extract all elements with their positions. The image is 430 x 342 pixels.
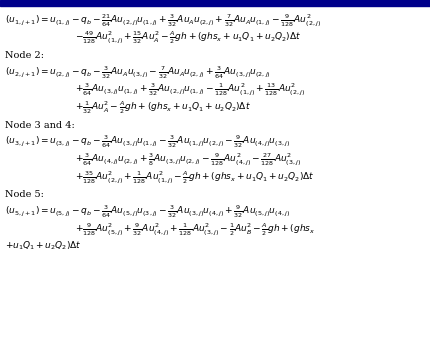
Text: $- \frac{49}{128}Au^2_{(1,j)} + \frac{15}{32}Au^2_A - \frac{A}{2}gh + (ghs_x + u: $- \frac{49}{128}Au^2_{(1,j)} + \frac{15… bbox=[75, 30, 301, 47]
Text: $+ \frac{1}{32}Au^2_A - \frac{A}{2}gh + (ghs_x + u_1Q_1 + u_2Q_2)\Delta t$: $+ \frac{1}{32}Au^2_A - \frac{A}{2}gh + … bbox=[75, 100, 251, 116]
Text: $+ \frac{3}{64}Au_{(4,j)}u_{(2,j)} + \frac{3}{8}Au_{(3,j)}u_{(2,j)} - \frac{9}{1: $+ \frac{3}{64}Au_{(4,j)}u_{(2,j)} + \fr… bbox=[75, 152, 301, 168]
Text: $\left(u_{5,j+1}\right) = u_{(5,j)} - q_b - \frac{3}{64}Au_{(5,j)}u_{(3,j)} - \f: $\left(u_{5,j+1}\right) = u_{(5,j)} - q_… bbox=[5, 203, 290, 220]
Text: $+ \frac{9}{128}Au^2_{(5,j)} + \frac{9}{32}Au^2_{(4,j)} + \frac{1}{128}Au^2_{(3,: $+ \frac{9}{128}Au^2_{(5,j)} + \frac{9}{… bbox=[75, 221, 316, 238]
Text: $\left(u_{2,j+1}\right) = u_{(2,j)} - q_b - \frac{3}{32}Au_Au_{(3,j)} - \frac{7}: $\left(u_{2,j+1}\right) = u_{(2,j)} - q_… bbox=[5, 64, 271, 81]
Text: $\left(u_{3,j+1}\right) = u_{(3,j)} - q_b - \frac{3}{64}Au_{(3,j)}u_{(1,j)} - \f: $\left(u_{3,j+1}\right) = u_{(3,j)} - q_… bbox=[5, 134, 290, 150]
Text: $+ \frac{35}{128}Au^2_{(2,j)} + \frac{1}{128}Au^2_{(1,j)} - \frac{A}{2}gh + (ghs: $+ \frac{35}{128}Au^2_{(2,j)} + \frac{1}… bbox=[75, 169, 315, 186]
Text: Node 3 and 4:: Node 3 and 4: bbox=[5, 121, 75, 130]
Text: $\left(u_{1,j+1}\right) = u_{(1,j)} - q_b - \frac{21}{64}Au_{(2,j)}u_{(1,j)} + \: $\left(u_{1,j+1}\right) = u_{(1,j)} - q_… bbox=[5, 12, 321, 29]
Text: $+ \frac{3}{64}Au_{(3,j)}u_{(1,j)} + \frac{3}{32}Au_{(2,j)}u_{(1,j)} - \frac{1}{: $+ \frac{3}{64}Au_{(3,j)}u_{(1,j)} + \fr… bbox=[75, 82, 306, 98]
Bar bbox=[0, 0, 430, 6]
Text: Node 5:: Node 5: bbox=[5, 190, 44, 199]
Text: $+ u_1Q_1 + u_2Q_2)\Delta t$: $+ u_1Q_1 + u_2Q_2)\Delta t$ bbox=[5, 239, 82, 252]
Text: Node 2:: Node 2: bbox=[5, 51, 44, 60]
